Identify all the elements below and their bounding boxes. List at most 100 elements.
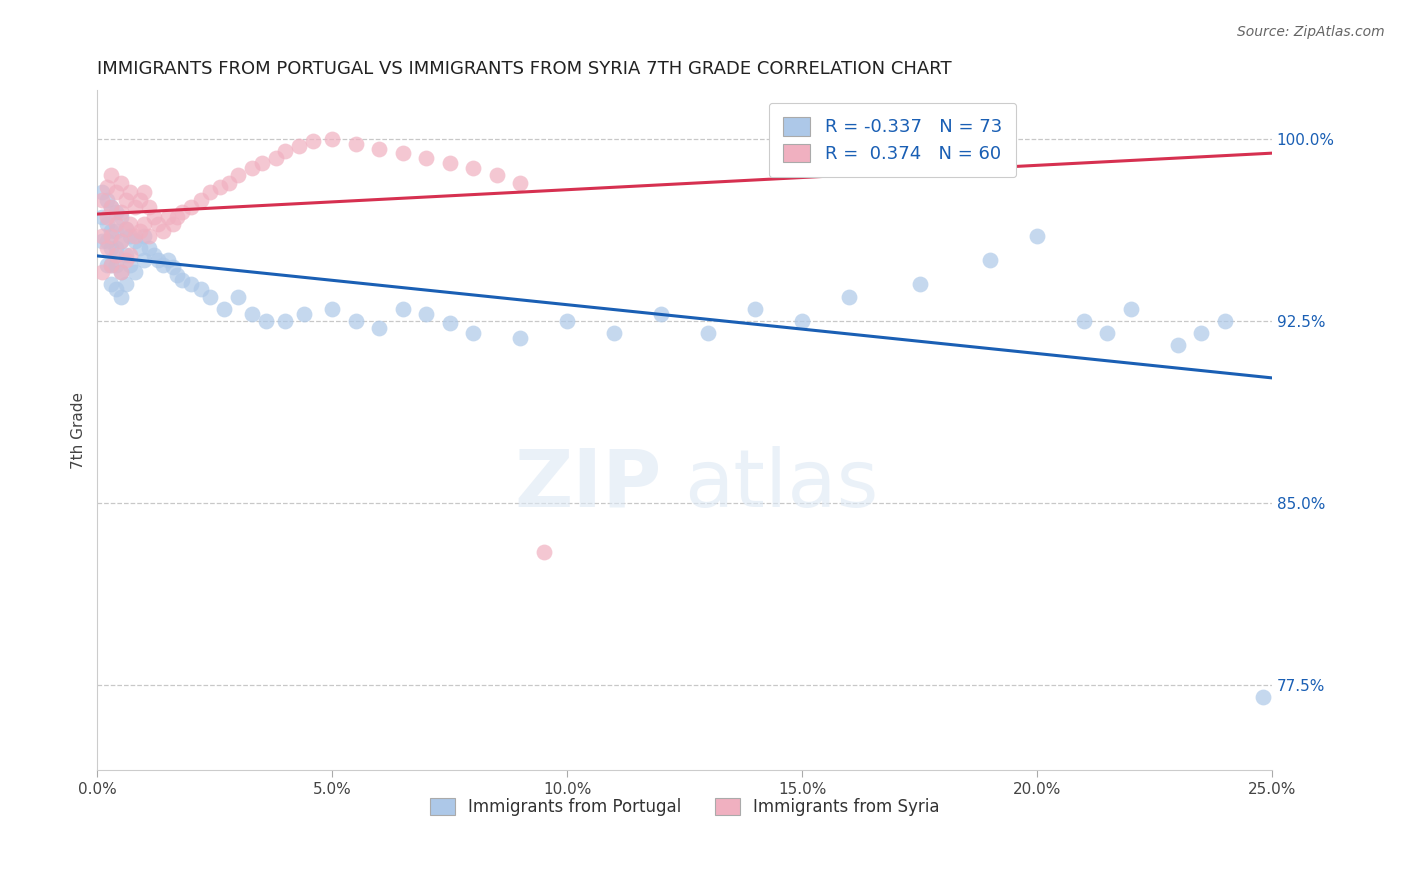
Point bbox=[91, 265, 114, 279]
Point bbox=[100, 200, 122, 214]
Point bbox=[790, 314, 813, 328]
Point bbox=[110, 176, 132, 190]
Point bbox=[274, 314, 297, 328]
Point bbox=[128, 224, 150, 238]
Point bbox=[208, 180, 231, 194]
Point bbox=[91, 186, 114, 200]
Point bbox=[91, 210, 114, 224]
Point bbox=[100, 224, 122, 238]
Point bbox=[463, 161, 485, 175]
Point bbox=[439, 156, 461, 170]
Point bbox=[463, 326, 485, 340]
Point bbox=[110, 234, 132, 248]
Point bbox=[368, 142, 391, 156]
Point bbox=[264, 151, 287, 165]
Point bbox=[96, 193, 118, 207]
Point bbox=[509, 176, 531, 190]
Point bbox=[100, 241, 122, 255]
Point bbox=[114, 277, 136, 292]
Point bbox=[1097, 326, 1119, 340]
Point bbox=[105, 186, 128, 200]
Point bbox=[1119, 301, 1142, 316]
Point bbox=[120, 217, 142, 231]
Point bbox=[1073, 314, 1095, 328]
Point bbox=[555, 314, 578, 328]
Point bbox=[96, 241, 118, 255]
Point bbox=[138, 228, 160, 243]
Point bbox=[105, 258, 128, 272]
Point bbox=[148, 217, 170, 231]
Point bbox=[1213, 314, 1236, 328]
Point bbox=[166, 268, 188, 282]
Point bbox=[91, 193, 114, 207]
Point bbox=[274, 144, 297, 158]
Point bbox=[156, 253, 179, 268]
Point bbox=[105, 241, 128, 255]
Point bbox=[170, 272, 193, 286]
Point bbox=[415, 307, 437, 321]
Point bbox=[838, 290, 860, 304]
Point bbox=[242, 161, 264, 175]
Point bbox=[979, 253, 1001, 268]
Point bbox=[190, 282, 212, 296]
Point bbox=[142, 210, 165, 224]
Point bbox=[105, 204, 128, 219]
Point bbox=[96, 217, 118, 231]
Point bbox=[321, 132, 343, 146]
Point bbox=[96, 258, 118, 272]
Point bbox=[250, 156, 273, 170]
Text: Source: ZipAtlas.com: Source: ZipAtlas.com bbox=[1237, 25, 1385, 39]
Point bbox=[124, 200, 146, 214]
Point bbox=[114, 221, 136, 235]
Point bbox=[218, 176, 240, 190]
Point bbox=[242, 307, 264, 321]
Point bbox=[134, 186, 156, 200]
Legend: Immigrants from Portugal, Immigrants from Syria: Immigrants from Portugal, Immigrants fro… bbox=[423, 791, 946, 822]
Point bbox=[105, 282, 128, 296]
Point bbox=[142, 248, 165, 262]
Point bbox=[148, 253, 170, 268]
Point bbox=[180, 277, 202, 292]
Point bbox=[697, 326, 720, 340]
Point bbox=[100, 258, 122, 272]
Point bbox=[1251, 690, 1274, 705]
Point bbox=[391, 301, 413, 316]
Point bbox=[105, 224, 128, 238]
Text: atlas: atlas bbox=[685, 445, 879, 524]
Point bbox=[391, 146, 413, 161]
Point bbox=[110, 234, 132, 248]
Point bbox=[105, 217, 128, 231]
Point bbox=[198, 186, 221, 200]
Point bbox=[134, 217, 156, 231]
Point bbox=[152, 224, 174, 238]
Point bbox=[110, 204, 132, 219]
Point bbox=[120, 228, 142, 243]
Point bbox=[124, 265, 146, 279]
Y-axis label: 7th Grade: 7th Grade bbox=[72, 392, 86, 468]
Point bbox=[105, 248, 128, 262]
Point bbox=[1026, 228, 1049, 243]
Point bbox=[156, 210, 179, 224]
Point bbox=[114, 248, 136, 262]
Point bbox=[166, 210, 188, 224]
Point bbox=[288, 139, 311, 153]
Point bbox=[292, 307, 315, 321]
Point bbox=[138, 241, 160, 255]
Point bbox=[138, 200, 160, 214]
Point bbox=[110, 265, 132, 279]
Point bbox=[100, 228, 122, 243]
Point bbox=[162, 260, 184, 275]
Point bbox=[509, 331, 531, 345]
Point bbox=[100, 168, 122, 182]
Point bbox=[120, 248, 142, 262]
Point bbox=[114, 221, 136, 235]
Point bbox=[415, 151, 437, 165]
Point bbox=[1189, 326, 1212, 340]
Text: IMMIGRANTS FROM PORTUGAL VS IMMIGRANTS FROM SYRIA 7TH GRADE CORRELATION CHART: IMMIGRANTS FROM PORTUGAL VS IMMIGRANTS F… bbox=[97, 60, 952, 78]
Point bbox=[128, 241, 150, 255]
Point bbox=[190, 193, 212, 207]
Point bbox=[439, 316, 461, 330]
Point bbox=[533, 544, 555, 558]
Point bbox=[91, 228, 114, 243]
Point bbox=[91, 234, 114, 248]
